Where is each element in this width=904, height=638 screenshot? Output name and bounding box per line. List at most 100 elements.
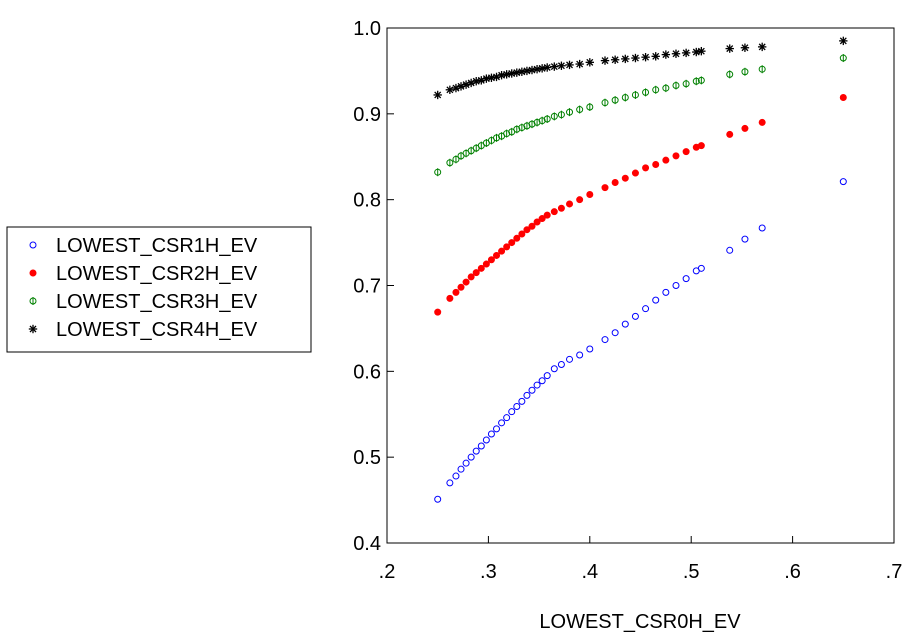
data-point — [462, 459, 470, 467]
data-point — [726, 70, 734, 79]
data-point — [600, 56, 610, 65]
legend-marker — [29, 297, 37, 305]
y-tick-label: 0.9 — [353, 104, 381, 126]
y-axis-ticks: 0.4 0.5 0.6 0.7 0.8 0.9 1.0 — [353, 18, 394, 555]
x-tick-label: .4 — [581, 561, 598, 583]
x-tick-label: .3 — [480, 561, 497, 583]
data-point — [503, 414, 511, 422]
data-point — [681, 48, 691, 58]
series-2 — [434, 94, 847, 316]
data-point — [533, 381, 541, 389]
data-point — [758, 65, 766, 74]
legend-marker — [29, 241, 37, 249]
data-point — [631, 312, 639, 320]
data-point — [457, 283, 465, 291]
data-point — [472, 269, 480, 277]
data-point — [621, 320, 629, 328]
data-point — [641, 52, 650, 62]
data-point — [446, 479, 454, 487]
data-point — [523, 226, 531, 234]
data-point — [550, 112, 558, 121]
legend-label: LOWEST_CSR2H_EV — [56, 263, 258, 285]
data-point — [601, 336, 609, 344]
data-point — [839, 94, 847, 102]
data-point — [672, 152, 680, 160]
data-point — [757, 42, 767, 52]
data-point — [557, 360, 565, 368]
data-point — [507, 69, 516, 78]
data-point — [508, 408, 516, 416]
data-point — [601, 98, 609, 107]
data-point — [662, 156, 670, 164]
data-point — [565, 60, 574, 70]
data-point — [631, 90, 639, 99]
data-point — [642, 88, 650, 97]
data-points — [433, 36, 848, 503]
data-point — [493, 251, 501, 259]
y-tick-label: 0.4 — [353, 533, 381, 555]
data-point — [518, 397, 526, 405]
x-tick-label: .5 — [683, 561, 700, 583]
data-point — [692, 77, 700, 86]
data-point — [697, 76, 705, 85]
data-point — [576, 196, 584, 204]
data-point — [566, 108, 574, 117]
data-point — [621, 174, 629, 182]
data-point — [586, 345, 594, 353]
data-point — [682, 275, 690, 283]
data-point — [487, 430, 495, 438]
data-point — [741, 124, 749, 132]
data-point — [446, 294, 454, 302]
data-point — [726, 130, 734, 138]
x-tick-label: .2 — [379, 561, 396, 583]
data-point — [697, 142, 705, 150]
x-axis-label: LOWEST_CSR0H_EV — [539, 611, 741, 633]
data-point — [528, 222, 536, 230]
data-point — [610, 55, 620, 64]
data-point — [533, 218, 541, 226]
data-point — [652, 85, 660, 94]
data-point — [740, 43, 750, 52]
data-point — [550, 365, 558, 373]
data-point — [758, 224, 766, 232]
data-point — [621, 54, 630, 64]
data-point — [662, 84, 670, 93]
legend-label: LOWEST_CSR1H_EV — [56, 235, 258, 257]
series-1 — [434, 178, 847, 503]
data-point — [550, 62, 559, 71]
data-point — [566, 355, 574, 363]
data-point — [508, 239, 516, 247]
data-point — [642, 164, 650, 172]
data-point — [452, 288, 460, 296]
data-point — [482, 436, 490, 444]
data-point — [482, 260, 490, 268]
series-3 — [434, 54, 847, 177]
data-point — [575, 59, 584, 69]
data-point — [498, 247, 506, 255]
y-tick-label: 0.5 — [353, 447, 381, 469]
y-tick-label: 0.6 — [353, 361, 381, 383]
data-point — [513, 403, 521, 411]
x-axis-ticks: .2 .3 .4 .5 .6 .7 — [379, 536, 902, 583]
data-point — [839, 178, 847, 186]
data-point — [611, 179, 619, 187]
data-point — [543, 63, 552, 72]
data-point — [631, 53, 640, 63]
data-point — [537, 64, 547, 73]
data-point — [472, 447, 480, 455]
y-tick-label: 0.7 — [353, 276, 381, 298]
data-point — [661, 50, 671, 59]
data-point — [611, 96, 619, 105]
data-point — [518, 230, 526, 238]
data-point — [498, 419, 506, 427]
data-point — [741, 67, 749, 76]
data-point — [839, 54, 847, 63]
data-point — [651, 52, 660, 61]
data-point — [434, 168, 442, 177]
data-point — [452, 472, 460, 480]
data-point — [576, 351, 584, 359]
data-point — [839, 36, 848, 46]
legend-marker — [28, 324, 38, 334]
data-point — [477, 442, 485, 450]
x-tick-label: .6 — [784, 561, 801, 583]
